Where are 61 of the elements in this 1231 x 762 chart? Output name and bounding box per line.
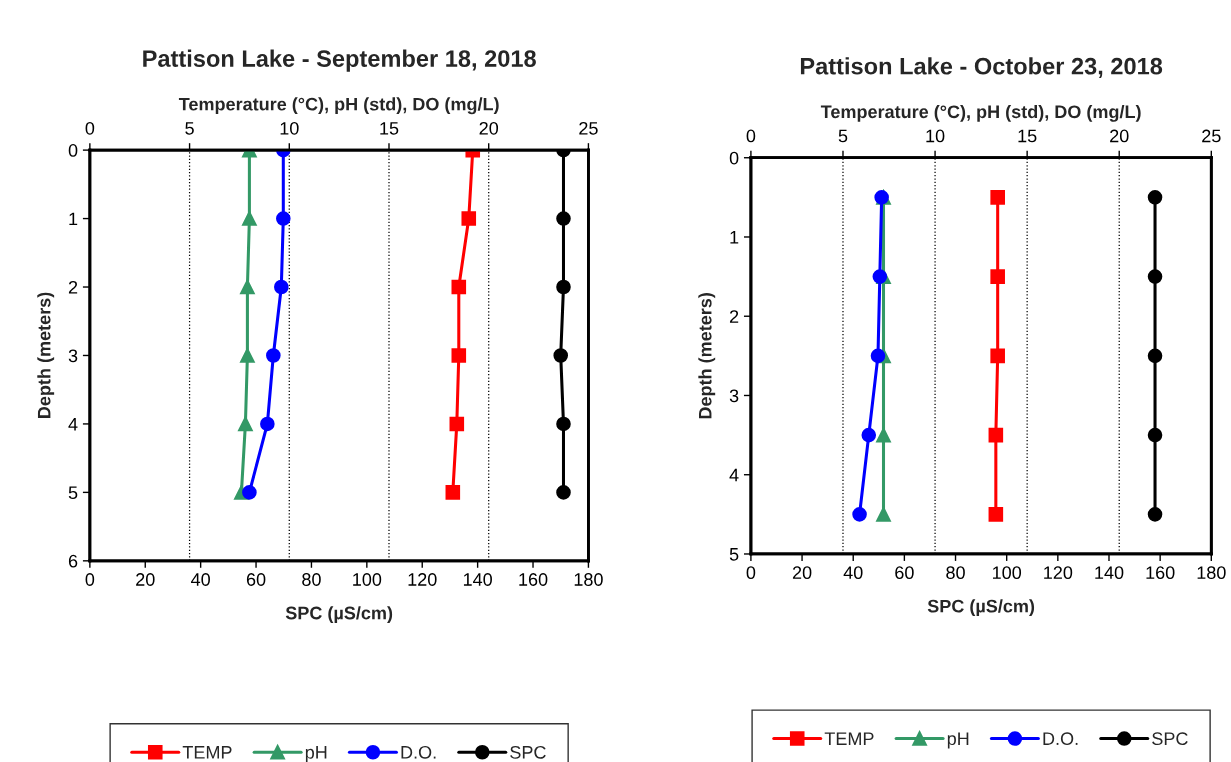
- x-tick-label: 100: [353, 573, 382, 586]
- x-tick-label: 60: [895, 566, 914, 580]
- y-tick-label: 4: [68, 418, 78, 431]
- x2-tick-label: 0: [85, 121, 95, 135]
- x-tick-label: 160: [1146, 566, 1175, 580]
- x-tick-label: 180: [574, 573, 603, 586]
- x2-tick-label: 5: [838, 129, 848, 143]
- x2-tick-label: 20: [479, 121, 499, 135]
- x2-tick-label: 0: [746, 129, 756, 143]
- y-tick-label: 4: [729, 468, 739, 482]
- x2-axis-title: Temperature (°C), pH (std), DO (mg/L): [820, 104, 1141, 122]
- x-tick-label: 140: [463, 573, 492, 586]
- y-axis-title: Depth (meters): [37, 292, 55, 418]
- y-tick-label: 2: [729, 310, 739, 323]
- y-tick-label: 1: [730, 231, 739, 244]
- x2-tick-label: 25: [579, 121, 598, 135]
- x-tick-label: 40: [843, 566, 863, 580]
- x2-tick-label: 15: [1018, 129, 1037, 143]
- legend-label: SPC: [1152, 732, 1188, 746]
- y-tick-label: 3: [729, 389, 739, 403]
- x2-tick-label: 25: [1202, 129, 1221, 143]
- x-tick-label: 0: [85, 573, 95, 586]
- x-axis-title: SPC (µS/cm): [927, 599, 1035, 617]
- legend-label: D.O.: [1043, 732, 1078, 746]
- chart-title: Pattison Lake - September 18, 2018: [143, 49, 536, 72]
- x-tick-label: 20: [792, 566, 812, 580]
- x-tick-label: 80: [946, 566, 965, 580]
- legend-label: TEMP: [182, 746, 232, 759]
- x-tick-label: 100: [993, 566, 1022, 580]
- y-tick-label: 2: [68, 280, 78, 294]
- y-tick-label: 3: [68, 349, 78, 363]
- x-tick-label: 0: [746, 566, 756, 580]
- y-tick-label: 0: [729, 151, 739, 165]
- y-tick-label: 6: [68, 554, 78, 568]
- x-tick-label: 140: [1095, 566, 1124, 580]
- x-tick-label: 160: [519, 573, 548, 586]
- y-tick-label: 1: [69, 212, 78, 226]
- legend-label: TEMP: [824, 732, 874, 745]
- x2-tick-label: 5: [185, 122, 194, 135]
- x-tick-label: 20: [136, 573, 155, 586]
- y-tick-label: 0: [68, 144, 78, 157]
- x2-tick-label: 10: [926, 129, 945, 143]
- legend-label: pH: [947, 732, 969, 749]
- y-tick-label: 5: [729, 548, 739, 561]
- legend-label: pH: [305, 746, 327, 762]
- chart-title: Pattison Lake - October 23, 2018: [800, 57, 1163, 78]
- x2-tick-label: 15: [380, 122, 399, 135]
- x-axis-title: SPC (µS/cm): [285, 606, 393, 623]
- y-tick-label: 5: [68, 486, 78, 500]
- x-tick-label: 120: [1044, 566, 1073, 580]
- x2-tick-label: 20: [1110, 129, 1129, 143]
- x-tick-label: 40: [191, 573, 210, 586]
- x-tick-label: 120: [408, 573, 437, 586]
- x-tick-label: 60: [246, 573, 266, 586]
- y-axis-title: Depth (meters): [698, 293, 716, 419]
- x-tick-label: 180: [1197, 566, 1226, 580]
- legend-label: SPC: [510, 745, 546, 759]
- legend-label: D.O.: [401, 745, 436, 759]
- x2-tick-label: 10: [280, 121, 299, 135]
- x2-axis-title: Temperature (°C), pH (std), DO (mg/L): [178, 97, 499, 115]
- x-tick-label: 80: [302, 573, 321, 586]
